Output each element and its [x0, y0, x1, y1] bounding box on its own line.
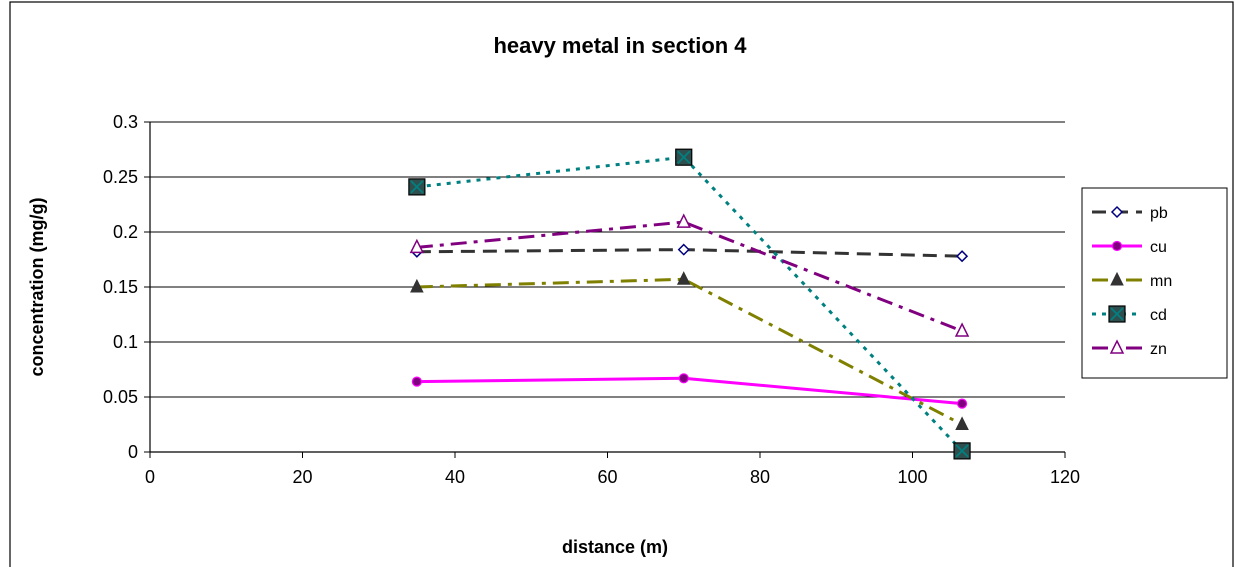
- legend-label: zn: [1150, 341, 1167, 358]
- x-tick-label: 20: [292, 467, 312, 487]
- x-tick-label: 60: [597, 467, 617, 487]
- marker-x-stroke: [677, 150, 691, 164]
- y-axis-title: concentration (mg/g): [27, 197, 47, 376]
- marker-x-stroke: [955, 444, 969, 458]
- marker-x-stroke: [1110, 307, 1124, 321]
- y-tick-labels: 0 0.05 0.1 0.15 0.2 0.25 0.3: [103, 112, 138, 462]
- series-mn: [410, 271, 969, 430]
- data-point-mn: [676, 271, 691, 285]
- y-tick-label: 0.25: [103, 167, 138, 187]
- legend-item-cu: cu: [1092, 239, 1167, 256]
- data-point-cd: [953, 442, 971, 460]
- legend-item-cd: cd: [1092, 305, 1167, 324]
- data-point-cu: [956, 398, 968, 409]
- x-tick-label: 100: [897, 467, 927, 487]
- gridlines: [150, 121, 1065, 398]
- y-tick-label: 0.2: [113, 222, 138, 242]
- x-axis-title: distance (m): [562, 537, 668, 557]
- x-tick-label: 0: [145, 467, 155, 487]
- series-line-zn: [416, 220, 963, 333]
- legend-label: pb: [1150, 205, 1168, 222]
- data-point-cd: [675, 148, 693, 166]
- data-point-cd: [408, 178, 426, 196]
- y-tick-label: 0.1: [113, 332, 138, 352]
- data-point-zn: [409, 238, 425, 254]
- marker-x-stroke: [410, 180, 424, 194]
- legend: pb cu mn cd zn: [1081, 187, 1228, 379]
- legend-label: cd: [1150, 307, 1167, 324]
- y-tick-label: 0.3: [113, 112, 138, 132]
- data-point-pb: [956, 250, 969, 263]
- y-tick-label: 0.05: [103, 387, 138, 407]
- legend-item-pb: pb: [1092, 205, 1168, 222]
- data-point-mn: [410, 278, 424, 293]
- axes: [144, 121, 1066, 458]
- legend-label: cu: [1150, 239, 1167, 256]
- series-layer: [408, 148, 971, 460]
- legend-item-mn: mn: [1092, 271, 1172, 290]
- data-point-zn: [676, 213, 691, 228]
- series-zn: [409, 213, 970, 337]
- legend-swatch-marker: [1111, 240, 1123, 252]
- x-tick-label: 40: [445, 467, 465, 487]
- series-pb: [410, 243, 969, 263]
- x-tick-labels: 0 20 40 60 80 100 120: [145, 467, 1080, 487]
- legend-box: [1081, 187, 1228, 379]
- legend-swatch-marker: [1108, 305, 1126, 323]
- series-cd: [408, 148, 971, 460]
- y-tick-label: 0.15: [103, 277, 138, 297]
- data-point-cu: [411, 376, 422, 387]
- series-line-mn: [416, 277, 963, 426]
- series-cu: [411, 373, 968, 409]
- data-point-mn: [955, 416, 969, 430]
- data-point-cu: [678, 373, 689, 384]
- legend-swatch-marker: [1110, 205, 1124, 219]
- legend-label: mn: [1150, 273, 1172, 290]
- chart-title: heavy metal in section 4: [493, 33, 747, 58]
- x-tick-label: 80: [750, 467, 770, 487]
- legend-item-zn: zn: [1092, 339, 1167, 358]
- legend-swatch-marker: [1109, 339, 1125, 354]
- y-tick-label: 0: [128, 442, 138, 462]
- x-tick-label: 120: [1050, 467, 1080, 487]
- data-point-zn: [954, 322, 970, 337]
- legend-swatch-marker: [1110, 271, 1124, 286]
- data-point-pb: [677, 243, 690, 256]
